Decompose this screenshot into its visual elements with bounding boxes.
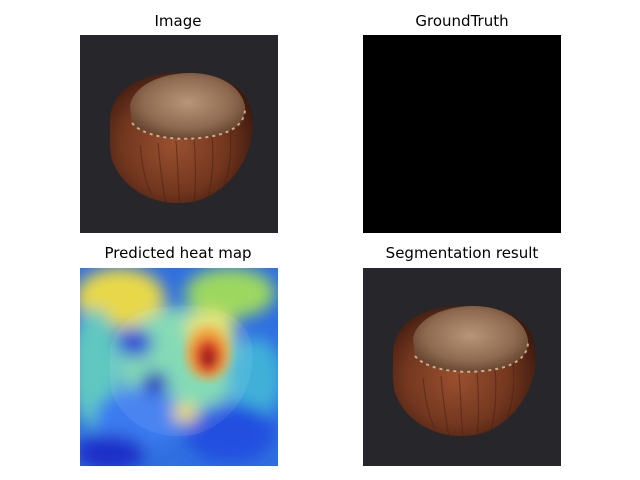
segmentation-panel [363,268,561,466]
panel-title-image: Image [154,12,202,30]
panel-title-heatmap: Predicted heat map [104,244,252,262]
heatmap-panel [80,268,278,466]
image-panel [80,35,278,233]
groundtruth-mask [363,35,561,233]
hazelnut-photo [80,35,278,233]
panel-title-groundtruth: GroundTruth [415,12,509,30]
hazelnut-photo-segmented [363,268,561,466]
heatmap-overlay [80,268,278,466]
panel-title-segmentation: Segmentation result [385,244,539,262]
